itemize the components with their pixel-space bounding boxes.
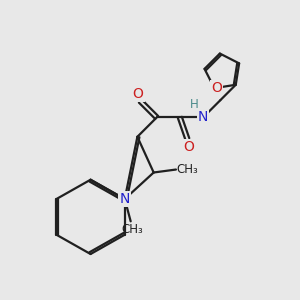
Text: H: H — [190, 98, 199, 112]
Text: O: O — [133, 87, 143, 101]
Text: CH₃: CH₃ — [176, 163, 198, 176]
Text: O: O — [211, 81, 222, 95]
Text: N: N — [198, 110, 208, 124]
Text: CH₃: CH₃ — [121, 223, 143, 236]
Text: N: N — [119, 192, 130, 206]
Text: O: O — [183, 140, 194, 154]
